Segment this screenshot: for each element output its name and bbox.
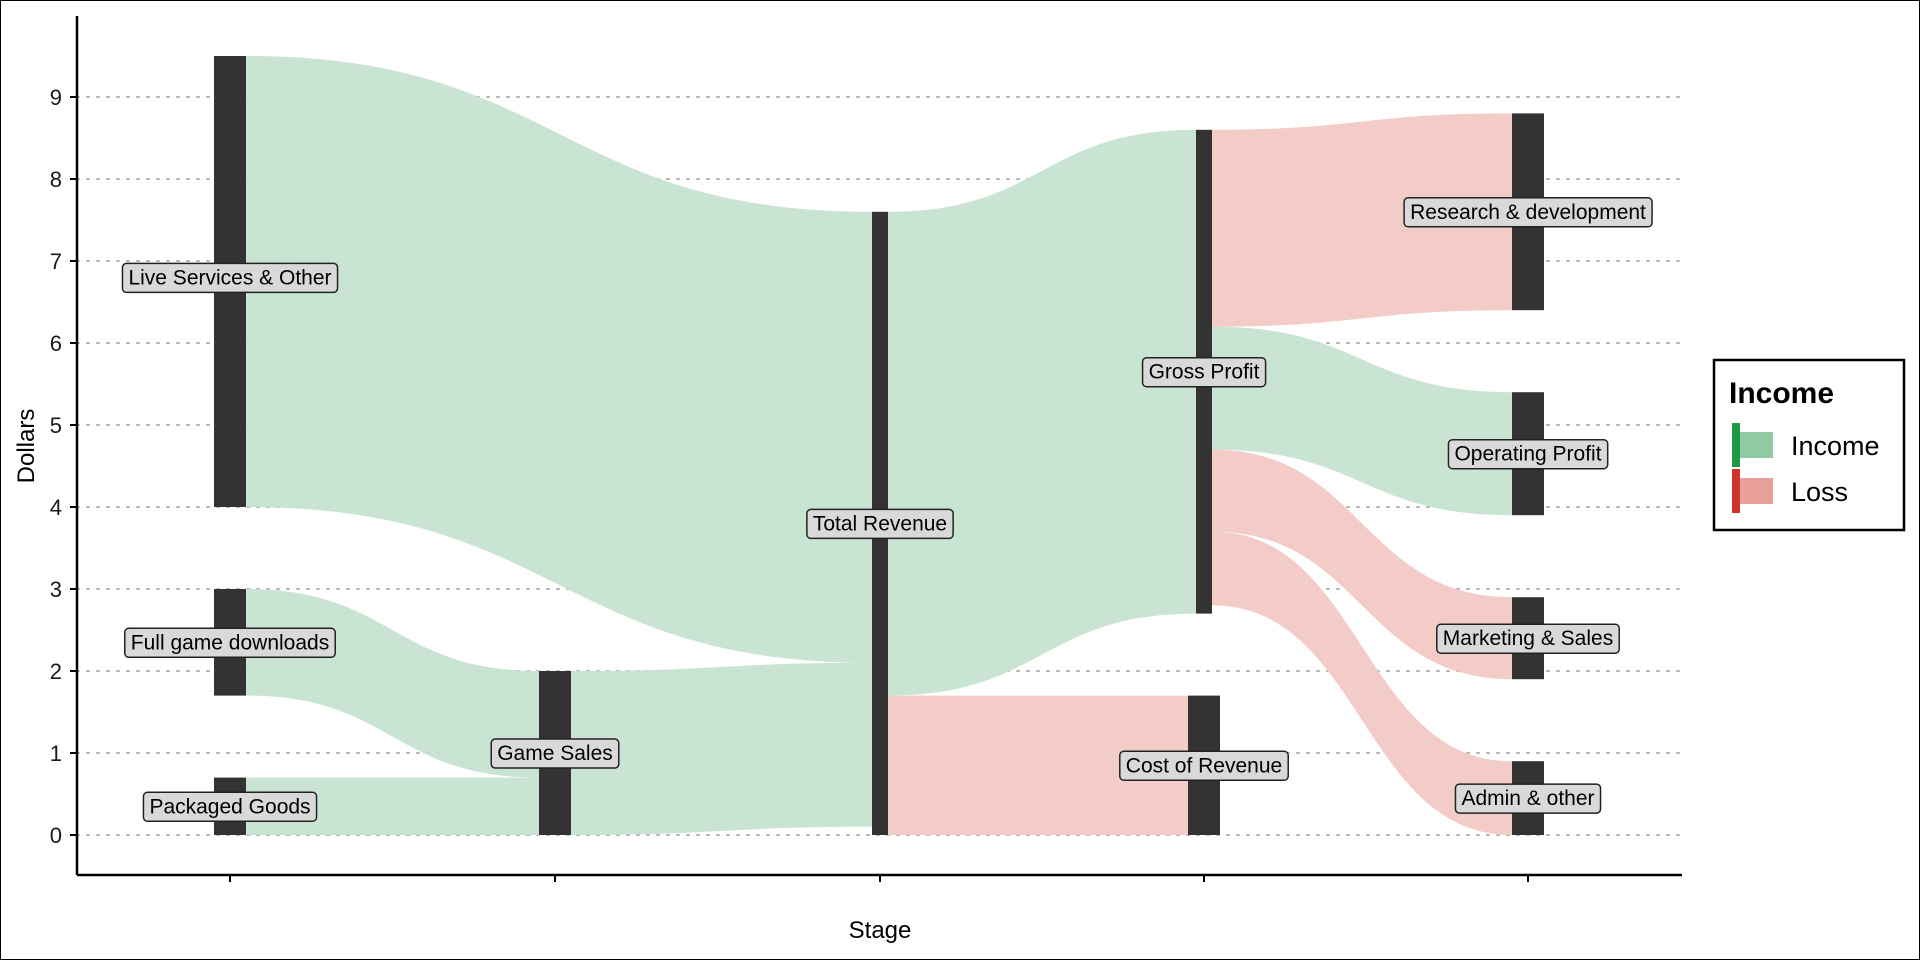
node-label-text: Admin & other <box>1461 787 1594 810</box>
flow-packaged-goods-to-game-sales <box>246 777 539 835</box>
y-tick-label: 4 <box>50 495 62 520</box>
node-label-box <box>142 791 318 823</box>
node-label-research-and-development: Research & development <box>1403 197 1653 228</box>
node-label-marketing-and-sales: Marketing & Sales <box>1436 623 1620 654</box>
node-label-live-services-and-other: Live Services & Other <box>121 262 339 294</box>
node-label-text: Live Services & Other <box>128 266 331 289</box>
flow-game-sales-to-total-revenue <box>571 662 872 835</box>
flow-total-revenue-to-cost-of-revenue <box>888 695 1188 835</box>
flow-gross-profit-to-marketing-and-sales <box>1212 449 1512 680</box>
flow-live-services-and-other-to-total-revenue <box>246 56 872 663</box>
node-label-operating-profit: Operating Profit <box>1447 438 1609 470</box>
legend-label-income: Income <box>1791 431 1880 461</box>
flow-gross-profit-to-research-and-development <box>1212 113 1512 327</box>
node-label-box <box>1436 623 1620 654</box>
node-label-gross-profit: Gross Profit <box>1141 356 1267 388</box>
node-label-text: Marketing & Sales <box>1443 627 1613 650</box>
node-label-text: Game Sales <box>497 742 613 765</box>
legend: Income Income Loss <box>1712 358 1906 532</box>
node-label-box <box>1403 197 1653 228</box>
node-label-cost-of-revenue: Cost of Revenue <box>1119 750 1289 782</box>
node-label-box <box>121 262 339 294</box>
node-label-full-game-downloads: Full game downloads <box>124 627 336 659</box>
node-label-packaged-goods: Packaged Goods <box>142 791 318 823</box>
flow-gross-profit-to-admin-and-other <box>1212 531 1512 835</box>
axes: 0 1 2 3 4 5 6 7 8 9 <box>50 16 1682 882</box>
y-tick-label: 2 <box>50 659 62 684</box>
node-label-text: Gross Profit <box>1149 361 1260 384</box>
flows <box>246 56 1512 835</box>
legend-label-loss: Loss <box>1791 477 1848 507</box>
node-label-text: Operating Profit <box>1454 443 1601 466</box>
node-label-text: Cost of Revenue <box>1126 754 1282 777</box>
node-labels: Live Services & Other Full game downloads… <box>121 197 1653 823</box>
legend-title: Income <box>1729 377 1834 410</box>
y-tick-label: 7 <box>50 249 62 274</box>
y-tick-label: 0 <box>50 823 62 848</box>
y-tick-label: 8 <box>50 167 62 192</box>
y-tick-label: 3 <box>50 577 62 602</box>
node-label-text: Total Revenue <box>813 512 947 535</box>
y-tick-label: 9 <box>50 85 62 110</box>
legend-bar-loss <box>1732 469 1740 513</box>
node-label-text: Research & development <box>1410 201 1646 224</box>
node-label-box <box>490 738 620 769</box>
legend-bar-income <box>1732 423 1740 467</box>
node-label-box <box>806 508 954 540</box>
node-label-box <box>1454 783 1602 814</box>
y-tick-label: 5 <box>50 413 62 438</box>
node-label-admin-and-other: Admin & other <box>1454 783 1602 814</box>
node-label-box <box>124 627 336 659</box>
y-axis-title: Dollars <box>13 409 40 484</box>
flow-total-revenue-to-gross-profit <box>888 129 1196 696</box>
flow-gross-profit-to-operating-profit <box>1212 326 1512 516</box>
x-axis-title: Stage <box>849 917 912 944</box>
y-tick-label: 1 <box>50 741 62 766</box>
node-label-text: Full game downloads <box>131 631 329 654</box>
node-label-total-revenue: Total Revenue <box>806 508 954 540</box>
node-label-box <box>1141 356 1267 388</box>
node-label-box <box>1119 750 1289 782</box>
node-label-game-sales: Game Sales <box>490 738 620 769</box>
node-label-box <box>1447 438 1609 470</box>
y-tick-label: 6 <box>50 331 62 356</box>
node-label-text: Packaged Goods <box>149 795 310 818</box>
